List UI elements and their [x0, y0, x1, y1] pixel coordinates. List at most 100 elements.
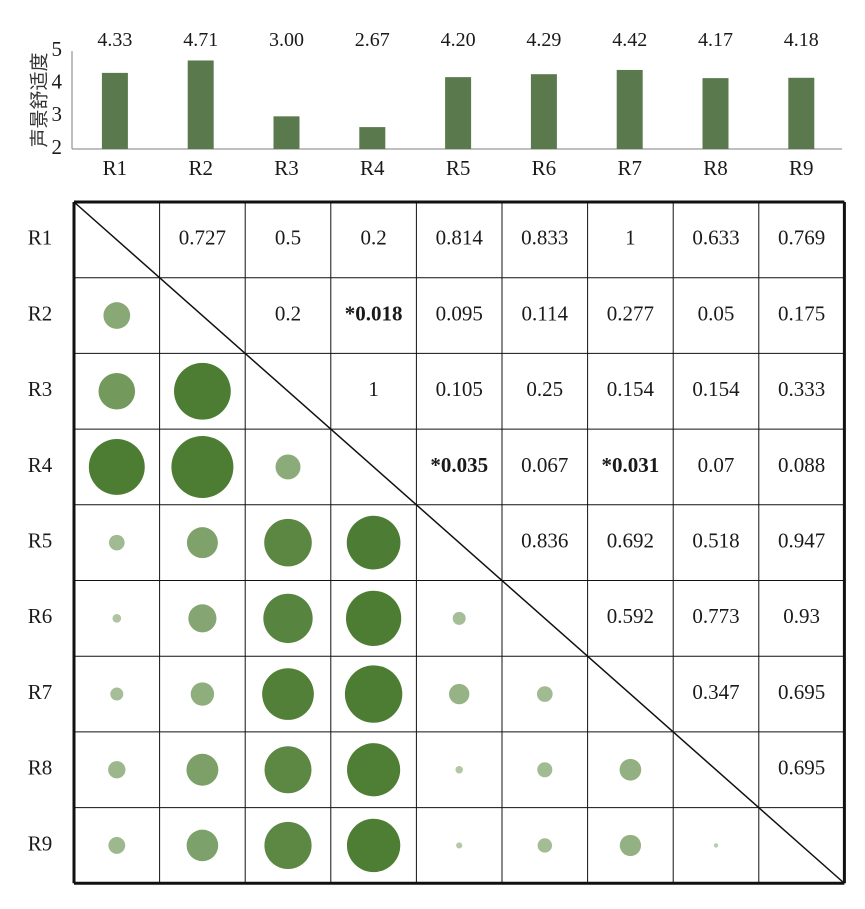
circle-R7-R1: [110, 687, 124, 701]
circle-R8-R5: [455, 765, 463, 774]
matrix-row-label: R8: [28, 756, 53, 780]
p-value-R1-R2: 0.727: [179, 226, 226, 250]
circle-R9-R4: [346, 818, 401, 873]
bar-x-tick-label: R5: [446, 156, 471, 180]
p-value-R1-R3: 0.5: [275, 226, 301, 250]
bar-R9: [788, 77, 815, 149]
circle-R8-R1: [108, 761, 126, 779]
circle-R7-R6: [536, 686, 553, 702]
circle-R9-R2: [186, 829, 219, 862]
bar-value-label: 4.33: [97, 29, 132, 51]
bar-y-ticks: 2 3 4 5: [52, 37, 63, 159]
p-value-R2-R7: 0.277: [607, 301, 654, 325]
matrix-row-label: R6: [28, 604, 53, 628]
p-value-R5-R7: 0.692: [607, 528, 654, 552]
circle-R3-R2: [174, 362, 231, 420]
p-value-R4-R8: 0.07: [698, 453, 735, 477]
matrix-row-labels: R1 R2 R3 R4 R5 R6 R7 R8 R9: [28, 226, 53, 856]
p-value-R2-R9: 0.175: [778, 301, 825, 325]
matrix-circles: [88, 302, 719, 873]
circle-R4-R2: [171, 435, 234, 498]
circle-R9-R7: [619, 834, 642, 857]
bar-x-tick-label: R6: [532, 156, 557, 180]
matrix-row-label: R5: [28, 528, 53, 552]
p-value-R1-R6: 0.833: [521, 226, 568, 250]
circle-R9-R1: [108, 837, 126, 854]
matrix-grid: [72, 200, 846, 885]
p-value-R3-R4: 1: [368, 377, 379, 401]
bar-R4: [359, 127, 386, 149]
bar-R2: [187, 60, 214, 150]
p-value-R1-R8: 0.633: [692, 226, 739, 250]
bar-value-label: 3.00: [269, 29, 304, 51]
bar-x-ticks: R1 R2 R3 R4 R5 R6 R7 R8 R9: [103, 156, 814, 180]
circle-R5-R2: [186, 527, 218, 559]
bar-x-tick-label: R2: [188, 156, 213, 180]
circle-R9-R3: [264, 821, 312, 870]
circle-R6-R3: [263, 593, 313, 643]
p-value-R3-R9: 0.333: [778, 377, 825, 401]
circle-R9-R5: [456, 842, 463, 849]
circle-R7-R4: [344, 665, 403, 723]
p-value-R4-R9: 0.088: [778, 453, 825, 477]
circle-R6-R5: [452, 611, 466, 625]
bar-x-tick-label: R7: [617, 156, 642, 180]
bar-marks: [101, 60, 815, 150]
bar-R8: [702, 78, 729, 149]
matrix-row-label: R2: [28, 301, 53, 325]
p-value-R3-R5: 0.105: [436, 377, 483, 401]
p-value-R2-R5: 0.095: [436, 301, 483, 325]
p-value-R6-R9: 0.93: [783, 604, 820, 628]
p-value-R5-R8: 0.518: [692, 528, 739, 552]
circle-R6-R1: [112, 614, 122, 623]
bar-value-label: 4.20: [441, 29, 476, 51]
circle-R4-R3: [275, 454, 301, 480]
p-value-R6-R8: 0.773: [692, 604, 739, 628]
matrix-row-label: R7: [28, 680, 53, 704]
p-value-R5-R6: 0.836: [521, 528, 568, 552]
bar-y-tick-label: 2: [52, 135, 63, 159]
matrix-row-label: R9: [28, 831, 53, 855]
bar-value-labels: 4.33 4.71 3.00 2.67 4.20 4.29 4.42 4.17 4.18: [97, 29, 818, 51]
matrix-p-values: 0.727 0.5 0.2 0.814 0.833 1 0.633 0.769 0.2 *0.01…: [179, 226, 825, 780]
bar-y-tick-label: 3: [52, 102, 63, 126]
bar-R5: [445, 77, 472, 149]
p-value-R8-R9: 0.695: [778, 756, 825, 780]
matrix-row-label: R1: [28, 226, 53, 250]
bar-R3: [273, 116, 300, 149]
matrix-diagonal-line: [73, 201, 845, 884]
p-value-R1-R9: 0.769: [778, 226, 825, 250]
bar-x-tick-label: R3: [274, 156, 299, 180]
p-value-R7-R8: 0.347: [692, 680, 739, 704]
circle-R6-R4: [345, 590, 402, 646]
circle-R9-R6: [537, 838, 552, 853]
bar-x-tick-label: R9: [789, 156, 814, 180]
circle-R5-R1: [108, 534, 125, 551]
p-value-R5-R9: 0.947: [778, 528, 825, 552]
p-value-R2-R4: *0.018: [345, 301, 403, 325]
circle-R8-R7: [619, 758, 642, 781]
bar-value-label: 4.18: [784, 29, 819, 51]
circle-R7-R2: [190, 682, 215, 706]
circle-R8-R6: [537, 762, 553, 778]
p-value-R1-R7: 1: [625, 226, 636, 250]
circle-R6-R2: [188, 604, 217, 633]
circle-R8-R3: [264, 746, 312, 794]
bar-R1: [101, 72, 128, 149]
circle-R4-R1: [88, 438, 145, 495]
p-value-R4-R7: *0.031: [602, 453, 660, 477]
p-value-R1-R5: 0.814: [436, 226, 484, 250]
circle-R5-R4: [346, 515, 401, 570]
bar-x-tick-label: R1: [103, 156, 128, 180]
bar-value-label: 4.71: [183, 29, 218, 51]
p-value-R1-R4: 0.2: [360, 226, 386, 250]
matrix-row-label: R4: [28, 453, 53, 477]
bar-R6: [530, 74, 557, 149]
circle-R8-R2: [186, 753, 219, 786]
circle-R2-R1: [103, 302, 131, 329]
significance-matrix: 0.727 0.5 0.2 0.814 0.833 1 0.633 0.769 0.2 *0.01…: [28, 200, 846, 885]
p-value-R3-R6: 0.25: [526, 377, 563, 401]
p-value-R3-R8: 0.154: [692, 377, 740, 401]
